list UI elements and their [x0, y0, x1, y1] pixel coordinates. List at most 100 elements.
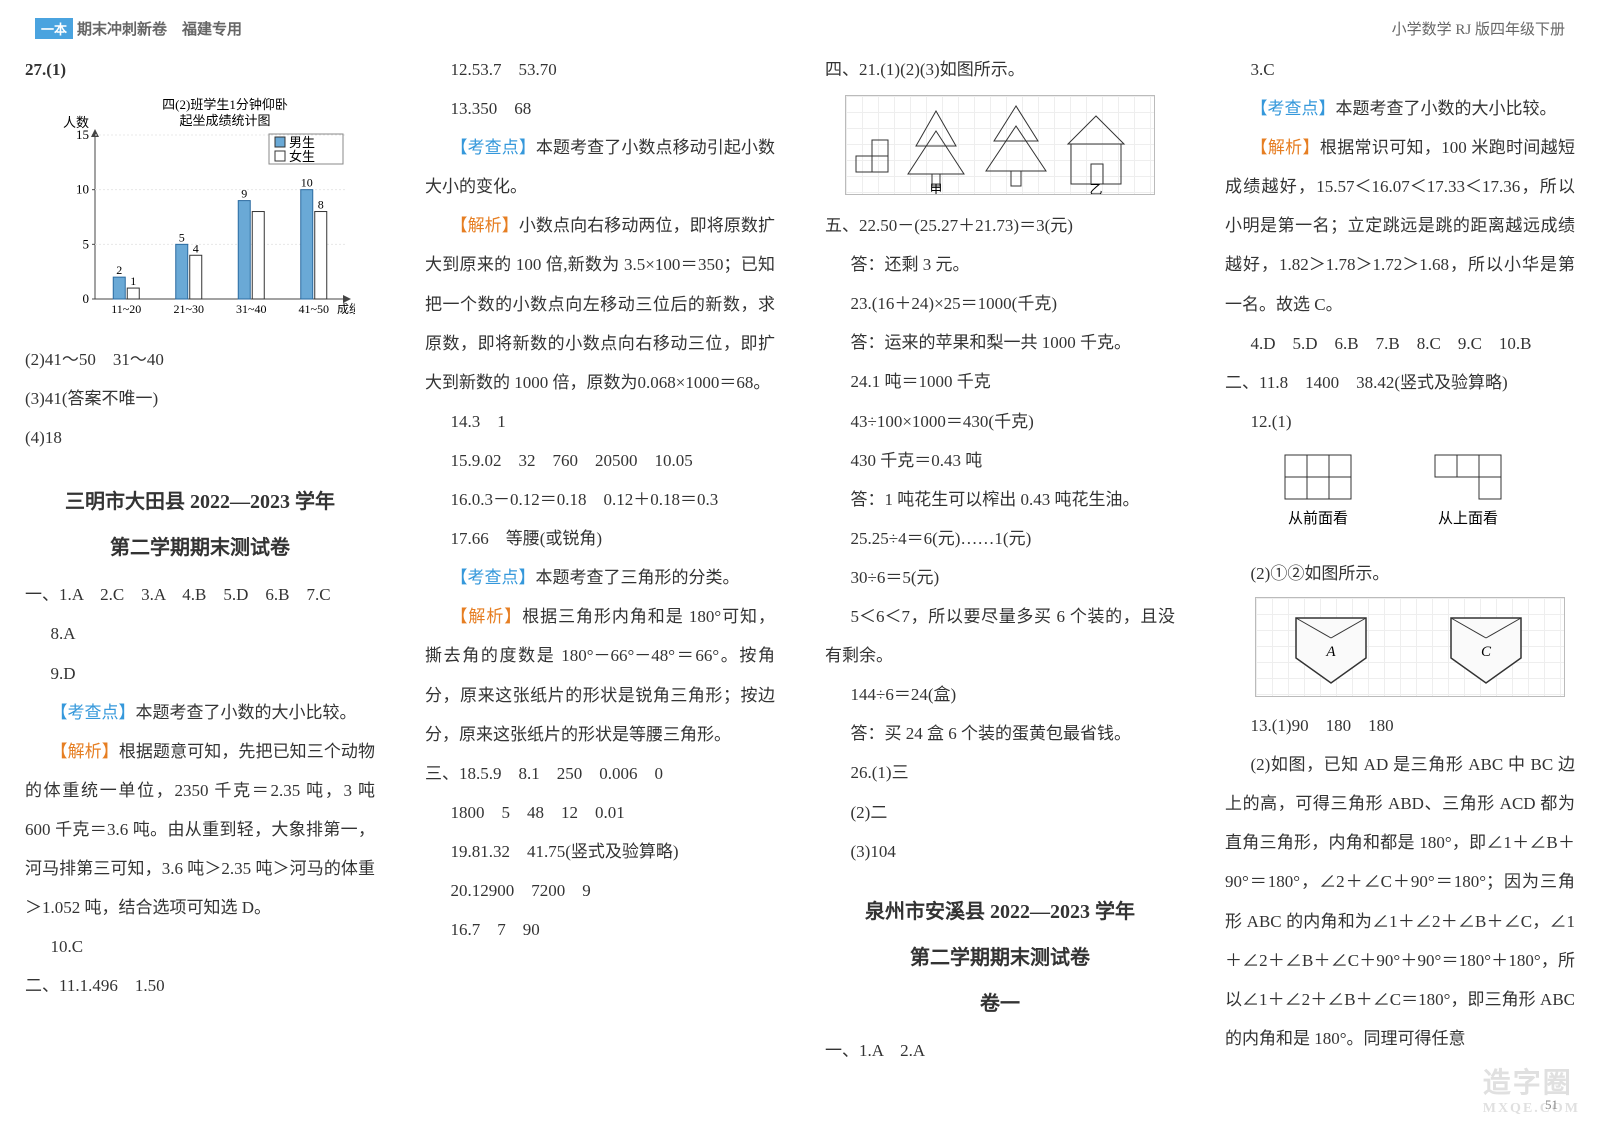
svg-text:5: 5 [83, 236, 90, 251]
svg-text:起坐成绩统计图: 起坐成绩统计图 [179, 113, 270, 128]
svg-text:10: 10 [301, 176, 313, 190]
c4-l12b: (2)①②如图所示。 [1225, 554, 1575, 593]
c2-jxi2: 【解析】根据三角形内角和是 180°可知，撕去角的度数是 180°－66°－48… [425, 597, 775, 753]
sec4-header: 四、21.(1)(2)(3)如图所示。 [825, 50, 1175, 89]
q27-3: (3)41(答案不唯一) [25, 379, 375, 418]
c2-sec3: 三、18.5.9 8.1 250 0.006 0 [425, 754, 775, 793]
ans-1-10: 10.C [25, 927, 375, 966]
c3-sec5: 五、22.50－(25.27＋21.73)＝3(元) [825, 206, 1175, 245]
jxi-1-text: 根据题意可知，先把已知三个动物的体重统一单位，2350 千克＝2.35 吨，3 … [25, 742, 375, 917]
svg-text:四(2)班学生1分钟仰卧: 四(2)班学生1分钟仰卧 [162, 97, 288, 112]
c2-l16b: 16.7 7 90 [425, 910, 775, 949]
ans-1-8a: 8.A [25, 614, 375, 653]
svg-text:5: 5 [179, 230, 185, 244]
c4-kqd: 【考查点】本题考查了小数的大小比较。 [1225, 89, 1575, 128]
paper-title-1b: 第二学期期末测试卷 [25, 529, 375, 567]
c3-sec1: 一、1.A 2.A [825, 1031, 1175, 1070]
svg-text:11~20: 11~20 [111, 302, 141, 316]
c3-25c: 5＜6＜7，所以要尽量多买 6 个装的，且没有剩余。 [825, 597, 1175, 675]
paper-title-2a: 泉州市安溪县 2022—2023 学年 [825, 893, 1175, 931]
ans-1-9: 9.D [25, 654, 375, 693]
kqd-label: 【考查点】 [451, 568, 536, 587]
c2-kqd2: 【考查点】本题考查了三角形的分类。 [425, 558, 775, 597]
c4-l13: 13.(1)90 180 180 [1225, 706, 1575, 745]
ans-1-line1: 一、1.A 2.C 3.A 4.B 5.D 6.B 7.C [25, 575, 375, 614]
svg-text:从上面看: 从上面看 [1438, 510, 1498, 527]
c2-jxi2-text: 根据三角形内角和是 180°可知，撕去角的度数是 180°－66°－48°＝66… [425, 607, 775, 743]
c2-l18b: 1800 5 48 12 0.01 [425, 793, 775, 832]
column-4: 3.C 【考查点】本题考查了小数的大小比较。 【解析】根据常识可知，100 米跑… [1200, 0, 1600, 1137]
q27-label: 27.(1) [25, 50, 375, 89]
figure-12: 从前面看 从上面看 [1265, 445, 1555, 545]
paper-title-2c: 卷一 [825, 985, 1175, 1023]
c4-l13b: (2)如图，已知 AD 是三角形 ABC 中 BC 边上的高，可得三角形 ABD… [1225, 745, 1575, 1058]
c4-l12: 12.(1) [1225, 402, 1575, 441]
c3-26b: (2)二 [825, 793, 1175, 832]
figure-12b: AC [1255, 597, 1565, 697]
c2-l17: 17.66 等腰(或锐角) [425, 519, 775, 558]
watermark-line1: 造字圈 [1483, 1061, 1580, 1101]
svg-text:成绩/个: 成绩/个 [337, 302, 355, 316]
svg-text:0: 0 [83, 291, 90, 306]
svg-text:15: 15 [76, 127, 89, 142]
jxi-1: 【解析】根据题意可知，先把已知三个动物的体重统一单位，2350 千克＝2.35 … [25, 732, 375, 927]
c4-l4: 4.D 5.D 6.B 7.B 8.C 9.C 10.B [1225, 324, 1575, 363]
svg-text:9: 9 [241, 187, 247, 201]
svg-text:10: 10 [76, 182, 89, 197]
c3-23: 23.(16＋24)×25＝1000(千克) [825, 284, 1175, 323]
svg-text:1: 1 [130, 274, 136, 288]
c2-l19: 19.81.32 41.75(竖式及验算略) [425, 832, 775, 871]
c3-24: 24.1 吨＝1000 千克 [825, 362, 1175, 401]
page-number: 51 [1545, 1097, 1558, 1113]
svg-text:31~40: 31~40 [236, 302, 267, 316]
bar-chart: 四(2)班学生1分钟仰卧起坐成绩统计图人数051015男生女生2111~2054… [55, 97, 375, 332]
kqd-label: 【考查点】 [451, 138, 536, 157]
kqd-label: 【考查点】 [1251, 99, 1336, 118]
column-3: 四、21.(1)(2)(3)如图所示。 甲乙 五、22.50－(25.27＋21… [800, 0, 1200, 1137]
c2-jxi-text: 小数点向右移动两位，即将原数扩大到原来的 100 倍,新数为 3.5×100＝3… [425, 216, 775, 391]
c4-kqd-t: 本题考查了小数的大小比较。 [1336, 99, 1557, 118]
figure-4: 甲乙 [845, 95, 1155, 195]
jxi-label: 【解析】 [1251, 138, 1320, 157]
c2-l13: 13.350 68 [425, 89, 775, 128]
svg-text:男生: 男生 [289, 135, 315, 150]
watermark-line2: MXQE.COM [1483, 1101, 1580, 1117]
c3-25a: 答：买 24 盒 6 个装的蛋黄包最省钱。 [825, 714, 1175, 753]
jxi-label: 【解析】 [51, 742, 119, 761]
kqd-label: 【考查点】 [51, 703, 136, 722]
kqd-1-text: 本题考查了小数的大小比较。 [136, 703, 357, 722]
c3-26: 26.(1)三 [825, 753, 1175, 792]
c3-25d: 144÷6＝24(盒) [825, 675, 1175, 714]
c3-25b: 30÷6＝5(元) [825, 558, 1175, 597]
svg-text:甲: 甲 [929, 182, 942, 195]
c4-jxi: 【解析】根据常识可知，100 米跑时间越短成绩越好，15.57＜16.07＜17… [1225, 128, 1575, 323]
c3-24b: 43÷100×1000＝430(千克) [825, 402, 1175, 441]
paper-title-1a: 三明市大田县 2022—2023 学年 [25, 483, 375, 521]
svg-text:乙: 乙 [1089, 182, 1102, 195]
kqd-1: 【考查点】本题考查了小数的大小比较。 [25, 693, 375, 732]
jxi-label: 【解析】 [451, 607, 523, 626]
c3-23a: 答：运来的苹果和梨一共 1000 千克。 [825, 323, 1175, 362]
paper-title-2b: 第二学期期末测试卷 [825, 939, 1175, 977]
c4-jxi-t: 根据常识可知，100 米跑时间越短成绩越好，15.57＜16.07＜17.33＜… [1225, 138, 1575, 313]
watermark: 造字圈 MXQE.COM [1483, 1061, 1580, 1117]
c3-22a: 答：还剩 3 元。 [825, 245, 1175, 284]
svg-text:A: A [1325, 644, 1336, 660]
q27-4: (4)18 [25, 418, 375, 457]
c2-kqd2-text: 本题考查了三角形的分类。 [536, 568, 740, 587]
column-1: 27.(1) 四(2)班学生1分钟仰卧起坐成绩统计图人数051015男生女生21… [0, 0, 400, 1137]
svg-text:21~30: 21~30 [174, 302, 205, 316]
svg-text:4: 4 [193, 241, 199, 255]
svg-text:女生: 女生 [289, 149, 315, 164]
svg-text:2: 2 [116, 263, 122, 277]
chart-svg: 四(2)班学生1分钟仰卧起坐成绩统计图人数051015男生女生2111~2054… [55, 97, 355, 327]
c2-l14: 14.3 1 [425, 402, 775, 441]
c2-l15: 15.9.02 32 760 20500 10.05 [425, 441, 775, 480]
jxi-label: 【解析】 [451, 216, 519, 235]
column-2: 12.53.7 53.70 13.350 68 【考查点】本题考查了小数点移动引… [400, 0, 800, 1137]
sec-2-line11: 二、11.1.496 1.50 [25, 966, 375, 1005]
svg-text:从前面看: 从前面看 [1288, 510, 1348, 527]
c3-24a: 答：1 吨花生可以榨出 0.43 吨花生油。 [825, 480, 1175, 519]
c4-sec2: 二、11.8 1400 38.42(竖式及验算略) [1225, 363, 1575, 402]
svg-text:41~50: 41~50 [299, 302, 330, 316]
